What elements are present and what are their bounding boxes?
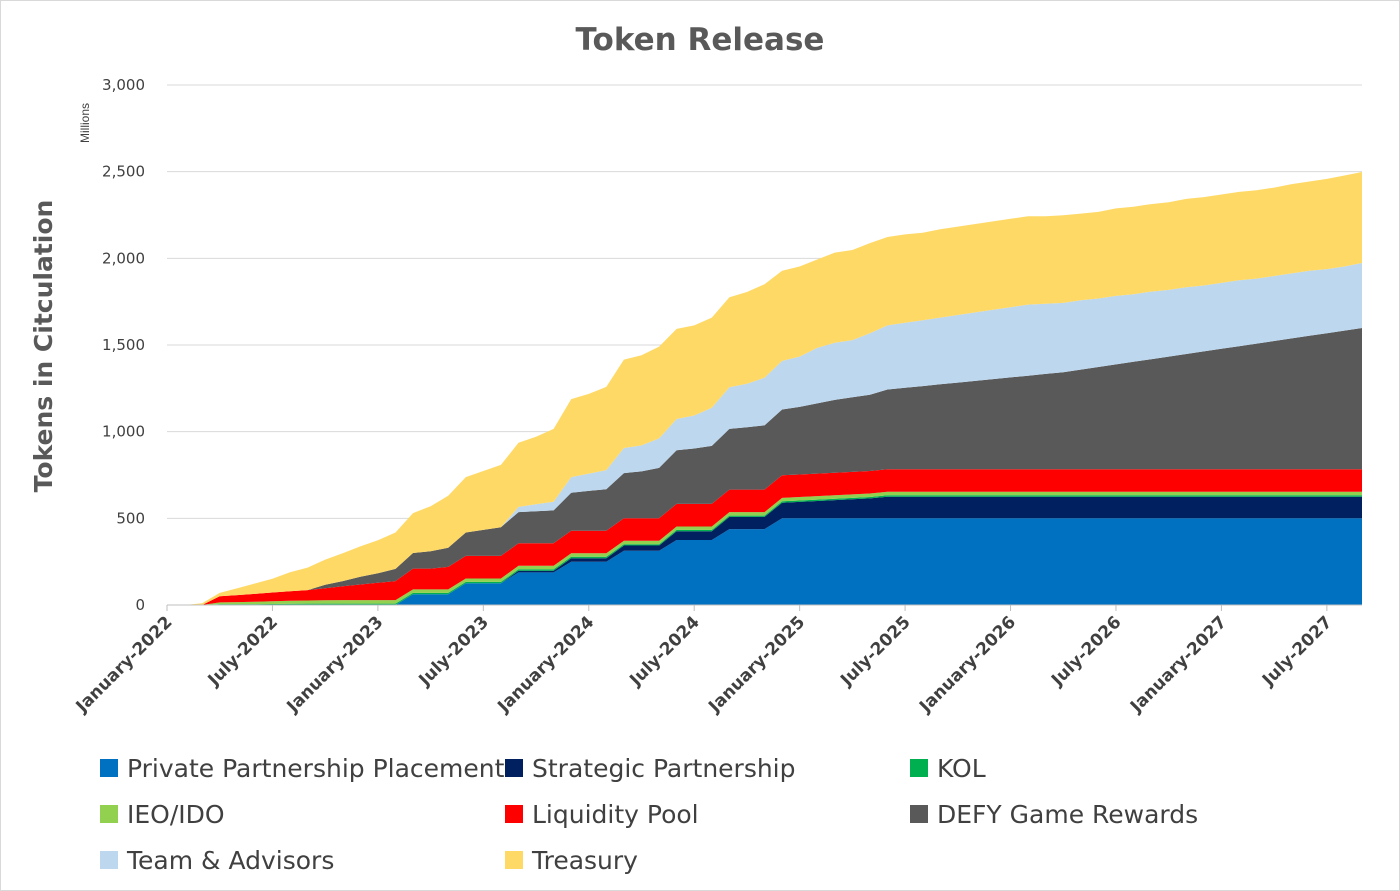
legend-label: Treasury xyxy=(532,845,638,875)
x-tick-label: January-2023 xyxy=(283,612,388,717)
y-tick-label: 3,000 xyxy=(102,76,145,94)
legend-label: IEO/IDO xyxy=(127,799,225,829)
x-tick-label: January-2025 xyxy=(704,612,809,717)
stacked-areas xyxy=(167,172,1362,605)
x-tick-labels: January-2022 July-2022 January-2023 July-20… xyxy=(72,612,1337,717)
x-tick-label: January-2022 xyxy=(72,612,177,717)
y-tick-label: 500 xyxy=(116,509,145,527)
y-axis-title: Tokens in Citculation xyxy=(29,200,58,493)
area-team-advisors xyxy=(167,263,1362,605)
legend-swatch xyxy=(910,759,928,777)
legend-swatch xyxy=(100,851,118,869)
legend-swatch xyxy=(100,759,118,777)
chart-title: Token Release xyxy=(576,22,825,58)
legend-item: Team & Advisors xyxy=(100,840,334,880)
x-tick-label: January-2026 xyxy=(915,612,1020,717)
legend-label: Private Partnership Placement xyxy=(127,753,505,783)
legend-swatch xyxy=(505,851,523,869)
legend-label: Strategic Partnership xyxy=(532,753,796,783)
x-tick-label: July-2027 xyxy=(1258,612,1336,690)
x-tick-label: July-2023 xyxy=(415,612,493,690)
legend-label: KOL xyxy=(937,753,986,783)
legend-label: Team & Advisors xyxy=(127,845,335,875)
legend-item: IEO/IDO xyxy=(100,794,225,834)
legend-swatch xyxy=(100,805,118,823)
legend-item: Strategic Partnership xyxy=(505,748,796,788)
y-tick-label: 1,000 xyxy=(102,423,145,441)
legend-item: Private Partnership Placement xyxy=(100,748,504,788)
y-axis-unit: Millions xyxy=(78,103,92,143)
y-tick-label: 1,500 xyxy=(102,336,145,354)
legend-item: DEFY Game Rewards xyxy=(910,794,1198,834)
x-tick-label: January-2027 xyxy=(1126,612,1231,717)
x-tick-label: July-2022 xyxy=(204,612,282,690)
area-defy-game-rewards xyxy=(167,328,1362,605)
x-tick-label: July-2025 xyxy=(836,612,914,690)
area-treasury xyxy=(167,172,1362,605)
y-tick-label: 2,000 xyxy=(102,249,145,267)
x-tick-label: July-2026 xyxy=(1047,612,1125,690)
legend-swatch xyxy=(505,759,523,777)
y-tick-label: 0 xyxy=(135,596,145,614)
area-private-partnership-placement xyxy=(167,518,1362,605)
axes xyxy=(166,604,1362,611)
legend-item: Liquidity Pool xyxy=(505,794,699,834)
y-tick-label: 2,500 xyxy=(102,163,145,181)
x-tick-label: July-2024 xyxy=(625,612,703,690)
legend-swatch xyxy=(505,805,523,823)
legend-swatch xyxy=(910,805,928,823)
y-tick-labels: 0 500 1,000 1,500 2,000 2,500 3,000 xyxy=(102,76,145,614)
area-liquidity-pool xyxy=(167,469,1362,605)
legend-label: DEFY Game Rewards xyxy=(937,799,1199,829)
x-tick-label: January-2024 xyxy=(493,612,598,717)
area-ieo-ido xyxy=(167,491,1362,605)
legend-item: Treasury xyxy=(505,840,638,880)
legend-item: KOL xyxy=(910,748,986,788)
area-strategic-partnership xyxy=(167,496,1362,605)
legend-label: Liquidity Pool xyxy=(532,799,699,829)
